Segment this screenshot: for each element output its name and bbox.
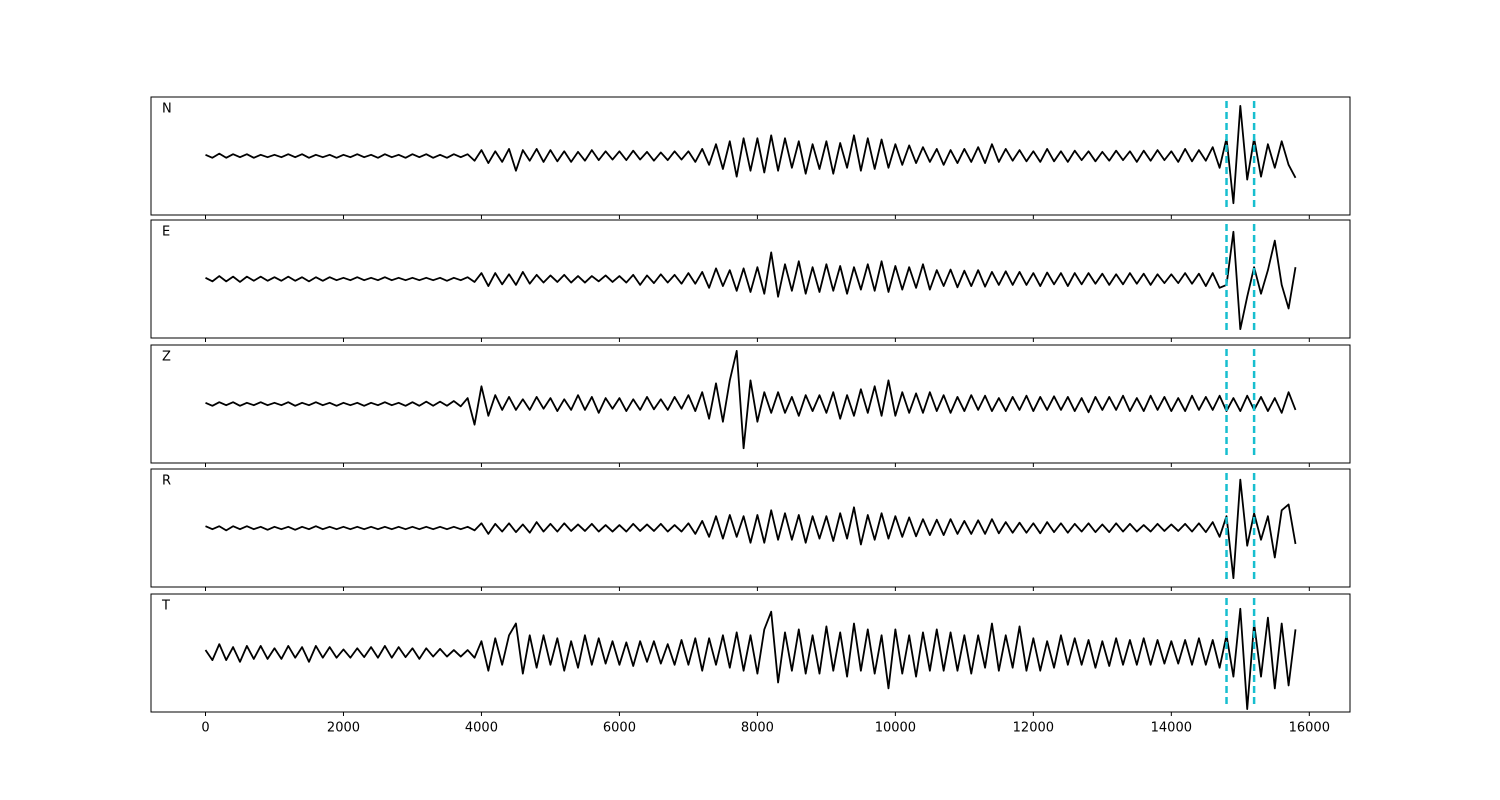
x-tick-label: 16000 xyxy=(1289,721,1330,736)
trace xyxy=(205,230,1297,331)
panel-frame xyxy=(150,468,1351,588)
x-tick-label: 0 xyxy=(201,721,209,736)
panel-label: E xyxy=(162,225,170,240)
x-tick-label: 8000 xyxy=(741,721,774,736)
x-tick-label: 14000 xyxy=(1151,721,1192,736)
x-tick-label: 10000 xyxy=(875,721,916,736)
panel-label: R xyxy=(162,474,171,489)
panel-label: N xyxy=(162,102,172,117)
panel-frame xyxy=(150,593,1351,713)
trace xyxy=(205,478,1297,580)
panel-frame xyxy=(150,219,1351,339)
panel-frame xyxy=(150,96,1351,216)
x-tick-label: 12000 xyxy=(1013,721,1054,736)
x-tick-label: 6000 xyxy=(603,721,636,736)
trace xyxy=(205,350,1297,450)
trace xyxy=(204,607,1297,710)
trace xyxy=(205,104,1297,205)
panel-label: Z xyxy=(162,350,171,365)
x-tick-label: 4000 xyxy=(465,721,498,736)
panel-label: T xyxy=(161,599,170,614)
x-tick-label: 2000 xyxy=(327,721,360,736)
panel-frame xyxy=(150,344,1351,464)
